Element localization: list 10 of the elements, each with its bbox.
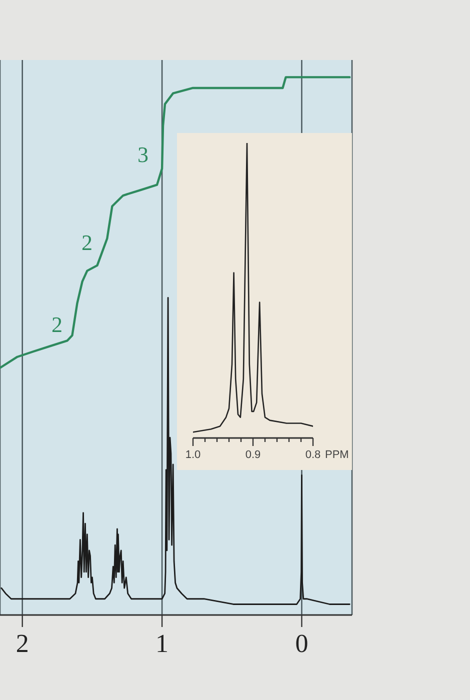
x-tick-label: 0 — [295, 628, 308, 658]
annotation: 3 — [138, 142, 148, 167]
x-tick-label: 0.9 — [245, 448, 261, 461]
x-tick-label: 1.0 — [185, 448, 201, 461]
x-axis-title: PPM — [325, 448, 349, 461]
x-tick-label: 1 — [156, 628, 169, 658]
x-tick-label: 2 — [16, 628, 29, 658]
annotation: 2 — [82, 230, 92, 255]
x-tick-label: 0.8 — [305, 448, 321, 461]
annotation: 2 — [52, 312, 62, 337]
